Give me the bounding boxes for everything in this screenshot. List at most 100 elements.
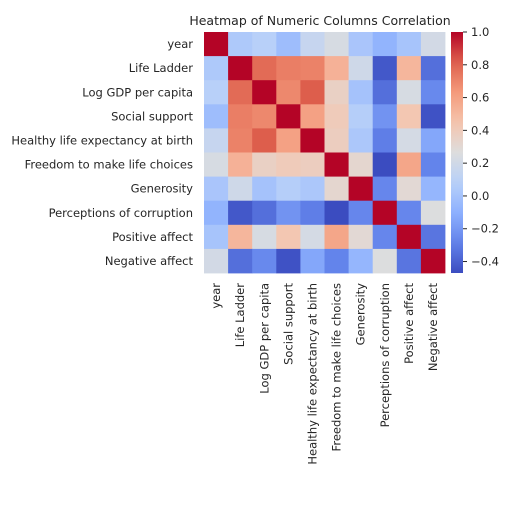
heatmap-cell (372, 224, 398, 250)
heatmap-cell (276, 224, 301, 250)
heatmap-cell (228, 224, 253, 250)
heatmap-cell (324, 248, 349, 274)
row-labels: year Life Ladder Log GDP per capita Social … (11, 37, 193, 268)
heatmap-cell (348, 56, 374, 81)
row-label: Freedom to make life choices (25, 158, 193, 172)
column-label: Healthy life expectancy at birth (305, 283, 319, 465)
heatmap-cell (324, 104, 349, 129)
colorbar-tick-label: 1.0 (471, 25, 489, 39)
heatmap-cells (204, 32, 446, 274)
heatmap-cell (372, 128, 398, 153)
heatmap-cell (324, 80, 349, 105)
heatmap-cell (372, 56, 398, 81)
heatmap-cell (228, 104, 253, 129)
heatmap-cell (372, 176, 398, 202)
heatmap-cell (228, 32, 253, 57)
heatmap-cell (228, 248, 253, 274)
heatmap-cell (300, 248, 325, 274)
column-label: Positive affect (402, 283, 416, 364)
heatmap-cell (228, 200, 253, 226)
heatmap-cell (204, 56, 229, 81)
heatmap-cell (396, 176, 422, 202)
heatmap-cell (252, 128, 277, 153)
row-label: Generosity (131, 182, 194, 196)
heatmap-cell (348, 176, 374, 202)
colorbar-tick-label: 0.6 (471, 91, 489, 105)
heatmap-cell (276, 104, 301, 129)
heatmap-cell (228, 128, 253, 153)
row-label: year (167, 37, 193, 51)
column-label: Perceptions of corruption (378, 283, 392, 427)
heatmap-cell (420, 56, 446, 81)
column-labels: year Life Ladder Log GDP per capita Social … (209, 283, 440, 465)
heatmap-cell (276, 248, 301, 274)
heatmap-cell (276, 128, 301, 153)
heatmap-cell (252, 152, 277, 177)
column-label: Life Ladder (233, 283, 247, 348)
heatmap-cell (396, 80, 422, 105)
heatmap-cell (348, 104, 374, 129)
column-label: year (209, 283, 223, 309)
column-label: Generosity (354, 283, 368, 346)
heatmap-cell (420, 248, 446, 274)
heatmap-cell (300, 128, 325, 153)
heatmap-cell (324, 200, 349, 226)
heatmap-cell (348, 224, 374, 250)
row-label: Life Ladder (129, 61, 194, 75)
heatmap-cell (252, 80, 277, 105)
heatmap-cell (324, 128, 349, 153)
heatmap-cell (300, 152, 325, 177)
heatmap-cell (204, 152, 229, 177)
heatmap-cell (300, 104, 325, 129)
heatmap-cell (300, 200, 325, 226)
heatmap-cell (420, 104, 446, 129)
heatmap-cell (228, 176, 253, 202)
heatmap-cell (420, 32, 446, 57)
colorbar-gradient (451, 32, 463, 273)
heatmap-cell (348, 248, 374, 274)
heatmap-cell (420, 128, 446, 153)
heatmap-cell (396, 56, 422, 81)
heatmap-cell (228, 152, 253, 177)
heatmap-cell (396, 248, 422, 274)
heatmap-cell (276, 152, 301, 177)
heatmap-cell (276, 80, 301, 105)
row-label: Perceptions of corruption (49, 206, 193, 220)
heatmap-cell (372, 104, 398, 129)
heatmap-cell (348, 80, 374, 105)
heatmap-cell (252, 32, 277, 57)
heatmap-cell (348, 152, 374, 177)
heatmap-cell (252, 200, 277, 226)
heatmap-cell (204, 176, 229, 202)
chart-title: Heatmap of Numeric Columns Correlation (189, 13, 450, 28)
colorbar-tick-label: 0.0 (471, 189, 489, 203)
heatmap-cell (204, 80, 229, 105)
heatmap-cell (396, 200, 422, 226)
heatmap-cell (204, 32, 229, 57)
column-label: Log GDP per capita (257, 283, 271, 394)
heatmap-cell (300, 224, 325, 250)
heatmap-cell (372, 248, 398, 274)
heatmap-cell (420, 152, 446, 177)
heatmap-cell (228, 56, 253, 81)
heatmap-cell (372, 200, 398, 226)
colorbar-tick-label: −0.4 (471, 255, 499, 269)
heatmap-cell (372, 80, 398, 105)
heatmap-cell (348, 32, 374, 57)
heatmap-cell (396, 224, 422, 250)
heatmap-cell (396, 128, 422, 153)
heatmap-cell (396, 152, 422, 177)
heatmap-cell (348, 200, 374, 226)
colorbar-tick-label: −0.2 (471, 222, 499, 236)
heatmap-cell (252, 248, 277, 274)
heatmap-cell (420, 200, 446, 226)
heatmap-cell (252, 56, 277, 81)
column-label: Freedom to make life choices (330, 283, 344, 451)
heatmap-cell (228, 80, 253, 105)
row-label: Social support (111, 109, 193, 123)
colorbar-tick-label: 0.8 (471, 58, 489, 72)
heatmap-cell (300, 80, 325, 105)
heatmap-cell (252, 224, 277, 250)
heatmap-cell (276, 200, 301, 226)
heatmap-cell (324, 152, 349, 177)
